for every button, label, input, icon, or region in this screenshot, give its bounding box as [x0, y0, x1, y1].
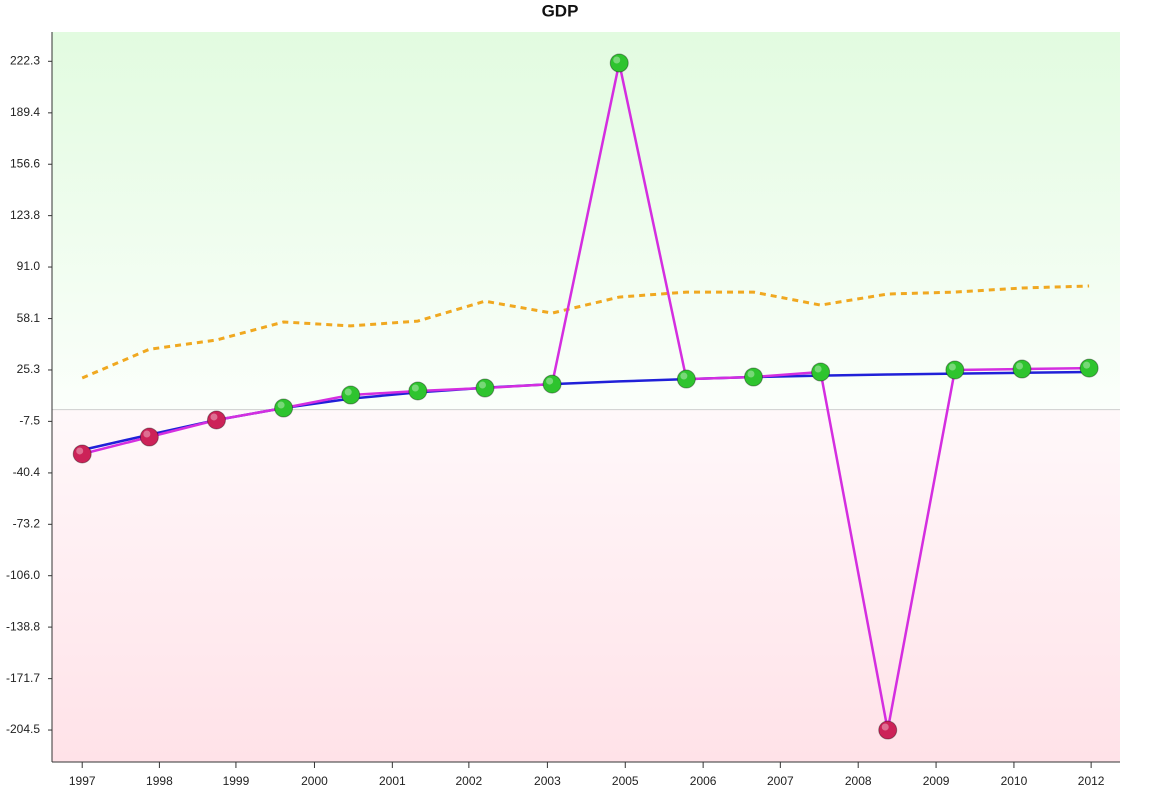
marker-highlight: [1015, 362, 1023, 370]
marker-highlight: [948, 363, 956, 371]
point-marker: [542, 374, 562, 394]
point-marker: [878, 720, 898, 740]
point-marker: [72, 444, 92, 464]
point-marker: [811, 362, 831, 382]
y-tick-label: -7.5: [19, 414, 40, 428]
y-tick-label: -40.4: [13, 465, 41, 479]
x-tick-label: 1997: [69, 774, 96, 788]
marker-highlight: [613, 56, 621, 64]
marker-highlight: [277, 401, 285, 409]
x-tick-label: 1999: [223, 774, 250, 788]
y-tick-label: 156.6: [10, 156, 40, 170]
point-marker: [676, 369, 696, 389]
x-tick-label: 2002: [456, 774, 483, 788]
point-marker: [1079, 358, 1099, 378]
marker-highlight: [210, 413, 218, 421]
y-tick-label: 222.3: [10, 53, 40, 67]
x-tick-label: 1998: [146, 774, 173, 788]
x-tick-label: 2005: [612, 774, 639, 788]
y-tick-label: 189.4: [10, 105, 40, 119]
y-tick-label: -204.5: [6, 722, 40, 736]
point-marker: [743, 367, 763, 387]
x-tick-label: 2006: [690, 774, 717, 788]
x-tick-label: 2009: [923, 774, 950, 788]
point-marker: [341, 385, 361, 405]
chart-title: GDP: [542, 1, 579, 20]
y-tick-label: -171.7: [6, 671, 40, 685]
marker-highlight: [747, 370, 755, 378]
point-marker: [475, 378, 495, 398]
y-tick-label: 25.3: [17, 362, 41, 376]
marker-highlight: [478, 381, 486, 389]
marker-highlight: [881, 723, 889, 731]
x-tick-label: 2001: [379, 774, 406, 788]
marker-highlight: [76, 447, 84, 455]
x-tick-label: 2012: [1078, 774, 1105, 788]
point-marker: [206, 410, 226, 430]
point-marker: [408, 381, 428, 401]
marker-highlight: [546, 377, 554, 385]
negative-region: [52, 409, 1120, 762]
y-tick-label: 123.8: [10, 208, 40, 222]
point-marker: [274, 398, 294, 418]
point-marker: [945, 360, 965, 380]
marker-highlight: [680, 372, 688, 380]
y-tick-label: -73.2: [13, 516, 41, 530]
point-marker: [1012, 359, 1032, 379]
plot-background: [52, 32, 1120, 762]
marker-highlight: [344, 388, 352, 396]
y-tick-label: 91.0: [17, 259, 41, 273]
y-tick-label: 58.1: [17, 311, 41, 325]
marker-highlight: [143, 430, 151, 438]
x-tick-label: 2010: [1001, 774, 1028, 788]
series-line: [81, 284, 1090, 380]
y-tick-label: -138.8: [6, 619, 40, 633]
marker-highlight: [1083, 361, 1091, 369]
marker-highlight: [411, 384, 419, 392]
x-tick-label: 2000: [301, 774, 328, 788]
marker-highlight: [814, 365, 822, 373]
y-tick-label: -106.0: [6, 568, 40, 582]
x-tick-label: 2008: [845, 774, 872, 788]
series-line: [81, 61, 1090, 732]
x-tick-label: 2007: [767, 774, 794, 788]
point-marker: [139, 427, 159, 447]
point-marker: [609, 53, 629, 73]
x-tick-label: 2003: [534, 774, 561, 788]
